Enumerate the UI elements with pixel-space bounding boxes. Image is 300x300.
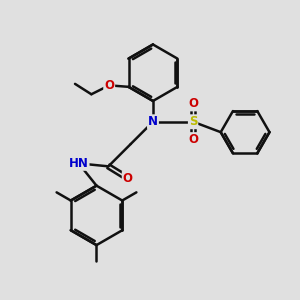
Text: S: S	[189, 115, 197, 128]
Text: N: N	[148, 115, 158, 128]
Text: O: O	[123, 172, 133, 185]
Text: O: O	[104, 79, 114, 92]
Text: O: O	[188, 98, 198, 110]
Text: O: O	[188, 133, 198, 146]
Text: HN: HN	[69, 157, 88, 170]
